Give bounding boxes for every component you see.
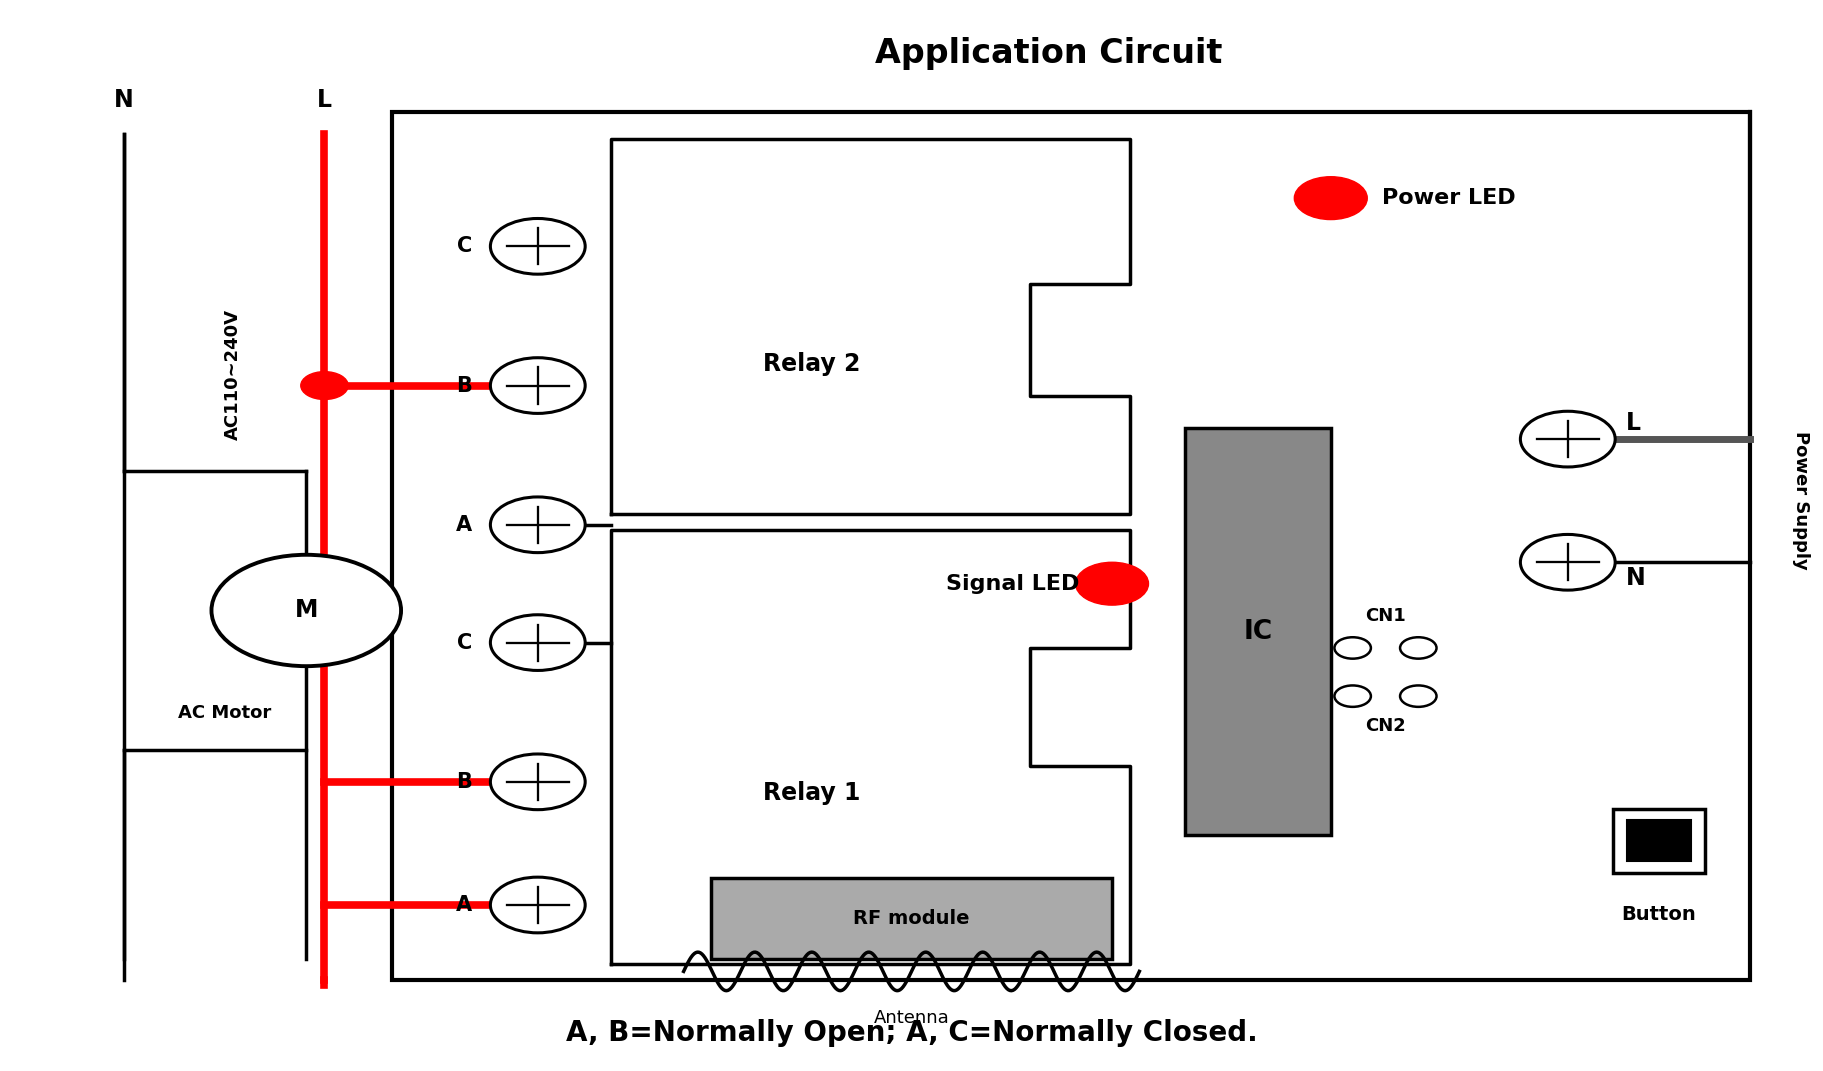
Circle shape xyxy=(1076,562,1148,605)
Text: Power Supply: Power Supply xyxy=(1792,432,1810,570)
Text: Signal LED: Signal LED xyxy=(946,574,1079,593)
Text: M: M xyxy=(295,599,317,622)
Text: AC110~240V: AC110~240V xyxy=(224,310,242,440)
Circle shape xyxy=(301,372,348,399)
Circle shape xyxy=(490,754,585,810)
Circle shape xyxy=(1334,685,1371,707)
Text: B: B xyxy=(456,772,472,791)
Text: C: C xyxy=(458,237,472,256)
Bar xyxy=(1185,428,1331,835)
Circle shape xyxy=(490,877,585,933)
Circle shape xyxy=(1520,534,1615,590)
Text: N: N xyxy=(115,89,133,112)
Circle shape xyxy=(1400,685,1437,707)
Text: CN2: CN2 xyxy=(1365,718,1406,735)
Text: L: L xyxy=(1626,411,1641,435)
Text: AC Motor: AC Motor xyxy=(177,704,272,722)
Circle shape xyxy=(490,615,585,670)
Circle shape xyxy=(1520,411,1615,467)
Text: Relay 2: Relay 2 xyxy=(762,352,860,376)
Circle shape xyxy=(490,497,585,553)
Text: N: N xyxy=(1626,567,1646,590)
Text: A: A xyxy=(456,895,472,915)
Bar xyxy=(392,112,1750,980)
Text: CN1: CN1 xyxy=(1365,607,1406,624)
Text: Power LED: Power LED xyxy=(1382,188,1515,208)
Text: B: B xyxy=(456,376,472,395)
Text: A, B=Normally Open; A, C=Normally Closed.: A, B=Normally Open; A, C=Normally Closed… xyxy=(565,1020,1258,1047)
Bar xyxy=(1613,809,1705,873)
Bar xyxy=(711,878,1112,959)
Text: IC: IC xyxy=(1243,619,1272,645)
Circle shape xyxy=(1294,177,1367,220)
Circle shape xyxy=(490,218,585,274)
Text: C: C xyxy=(458,633,472,652)
Text: Relay 1: Relay 1 xyxy=(762,781,860,804)
Circle shape xyxy=(1400,637,1437,659)
Text: Button: Button xyxy=(1621,905,1697,924)
Circle shape xyxy=(490,358,585,413)
Text: Application Circuit: Application Circuit xyxy=(875,37,1221,71)
Text: L: L xyxy=(317,89,332,112)
Text: A: A xyxy=(456,515,472,534)
Circle shape xyxy=(1334,637,1371,659)
Text: Antenna: Antenna xyxy=(873,1009,950,1027)
Circle shape xyxy=(211,555,401,666)
Text: RF module: RF module xyxy=(853,909,970,927)
Bar xyxy=(1628,820,1692,861)
